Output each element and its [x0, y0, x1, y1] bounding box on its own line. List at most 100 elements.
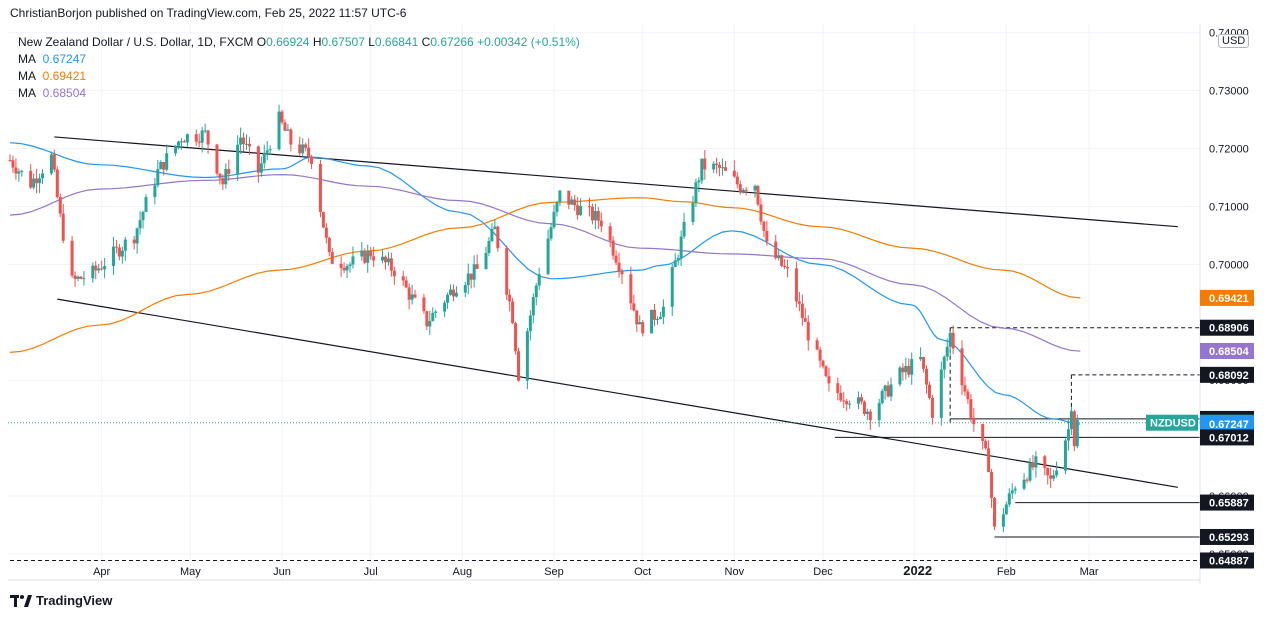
candle-body	[466, 273, 470, 286]
time-tick-label: Oct	[634, 566, 651, 578]
time-axis[interactable]: Apr May Jun Jul Aug Sep Oct Nov Dec 2022 Feb Mar	[93, 563, 1099, 578]
candle-body	[1025, 479, 1029, 481]
symbol-title[interactable]: New Zealand Dollar / U.S. Dollar, 1D, FX…	[18, 35, 254, 49]
candle-body	[431, 312, 435, 321]
candle-body	[857, 397, 861, 404]
candle-body	[821, 360, 825, 367]
candle-body	[676, 257, 680, 261]
candle-body	[783, 265, 787, 268]
candle-body	[777, 255, 781, 259]
legend-ma-2[interactable]: MA 0.69421	[18, 68, 580, 85]
candle-body	[738, 184, 742, 192]
price-tag-bg	[1200, 415, 1254, 432]
candle-body	[960, 348, 964, 386]
time-tick-label: Jul	[364, 566, 378, 578]
price-tick-label: 0.73000	[1209, 86, 1249, 98]
top-bar: ChristianBorjon published on TradingView…	[0, 0, 1274, 24]
candle-body	[410, 294, 414, 300]
candle-body	[280, 111, 284, 123]
candle-body	[845, 401, 849, 405]
candle-body	[197, 141, 201, 143]
candle-body	[339, 263, 343, 268]
candle-body	[984, 440, 988, 449]
plot-area	[8, 24, 1200, 580]
candle-body	[141, 212, 145, 221]
candle-body	[242, 137, 246, 145]
close-label: C	[421, 35, 431, 49]
candle-body	[741, 189, 745, 192]
candle-body	[123, 239, 127, 251]
legend-ma-1[interactable]: MA 0.67247	[18, 51, 580, 68]
candle-body	[1004, 504, 1008, 515]
candle-body	[797, 301, 801, 304]
candle-body	[537, 274, 541, 286]
candle-body	[546, 238, 550, 275]
candle-body	[635, 310, 639, 325]
candle-body	[1034, 456, 1038, 468]
candle-body	[948, 332, 952, 347]
candle-body	[14, 167, 18, 174]
candle-body	[138, 220, 142, 229]
time-tick-label: Sep	[544, 566, 564, 578]
candle-body	[490, 229, 494, 242]
candle-body	[321, 211, 325, 228]
candle-body	[1063, 440, 1067, 471]
candle-body	[511, 301, 515, 324]
candle-body	[324, 227, 328, 238]
symbol-tag-bg	[1146, 414, 1198, 431]
candle-body	[392, 270, 396, 277]
candle-body	[215, 144, 219, 174]
candle-body	[330, 252, 334, 264]
candle-body	[475, 264, 479, 270]
candle-body	[697, 180, 701, 183]
time-tick-label: 2022	[903, 563, 932, 578]
channel-line	[54, 136, 1178, 228]
candle-body	[904, 365, 908, 373]
legend-symbol-row: New Zealand Dollar / U.S. Dollar, 1D, FX…	[18, 34, 580, 51]
candle-body	[599, 220, 603, 227]
candle-body	[70, 240, 74, 276]
candle-body	[363, 250, 367, 263]
candle-body	[694, 182, 698, 204]
candle-body	[756, 185, 760, 205]
currency-badge[interactable]: USD	[1218, 34, 1250, 48]
candle-body	[327, 237, 331, 253]
candle-body	[289, 129, 293, 145]
candle-body	[508, 294, 512, 302]
candle-body	[815, 340, 819, 350]
price-tag-bg	[1200, 289, 1254, 306]
candle-body	[103, 266, 107, 270]
candle-body	[700, 158, 704, 181]
candle-body	[268, 149, 272, 151]
candle-body	[111, 246, 115, 267]
legend-ma-3[interactable]: MA 0.68504	[18, 85, 580, 102]
candle-body	[247, 143, 251, 147]
candle-body	[898, 367, 902, 385]
candle-body	[117, 247, 121, 257]
candle-body	[620, 271, 624, 275]
candle-body	[245, 143, 249, 145]
candle-body	[372, 256, 376, 261]
candle-body	[304, 144, 308, 148]
candle-body	[463, 285, 467, 293]
candle-body	[865, 411, 869, 415]
price-tag-label: 0.65293	[1209, 532, 1249, 544]
ma-value: 0.67247	[42, 52, 87, 66]
price-tag-bg	[1200, 494, 1254, 511]
candle-body	[407, 287, 411, 300]
candle-body	[94, 265, 98, 271]
candle-body	[52, 154, 56, 170]
candle-body	[301, 144, 305, 154]
candle-body	[1055, 470, 1059, 476]
price-tag-label: 0.69421	[1209, 293, 1249, 305]
candle-body	[682, 222, 686, 237]
candle-body	[381, 256, 385, 261]
candle-body	[969, 399, 973, 418]
candle-body	[1013, 488, 1017, 491]
candle-body	[611, 240, 615, 256]
candle-body	[404, 280, 408, 288]
time-tick-label: Nov	[725, 566, 745, 578]
candle-body	[11, 160, 15, 168]
tradingview-brand[interactable]: TradingView	[10, 593, 112, 608]
